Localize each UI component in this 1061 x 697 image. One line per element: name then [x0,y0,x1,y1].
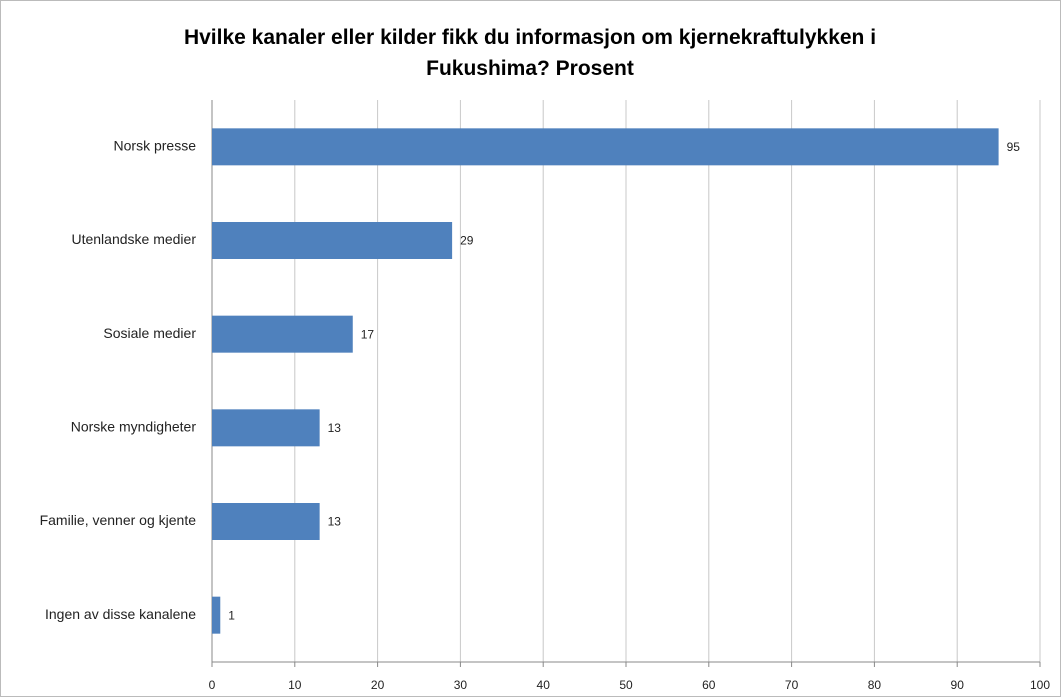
x-tick-label: 10 [288,678,302,692]
bar [212,409,320,447]
x-tick-label: 90 [951,678,965,692]
chart-title: Hvilke kanaler eller kilder fikk du info… [183,26,877,80]
x-tick-label: 40 [537,678,551,692]
bar [212,128,999,166]
y-tick-label: Norsk presse [114,138,197,154]
y-tick-label: Norske myndigheter [71,419,197,435]
data-label: 17 [361,327,375,341]
x-tick-label: 30 [454,678,468,692]
y-tick-label: Sosiale medier [103,325,196,341]
x-tick-label: 100 [1030,678,1050,692]
y-tick-label: Ingen av disse kanalene [45,606,196,622]
bar [212,503,320,540]
x-tick-label: 70 [785,678,799,692]
x-tick-label: 50 [619,678,633,692]
data-label: 1 [228,608,235,622]
x-tick-label: 80 [868,678,882,692]
y-tick-label: Familie, venner og kjente [40,512,197,528]
x-tick-label: 60 [702,678,716,692]
data-label: 95 [1007,140,1021,154]
data-label: 29 [460,234,474,248]
x-tick-label: 0 [209,678,216,692]
y-tick-label: Utenlandske medier [71,231,196,247]
data-label: 13 [328,421,342,435]
data-label: 13 [328,515,342,529]
bar [212,315,353,353]
x-tick-label: 20 [371,678,385,692]
bar [212,596,221,634]
bar [212,222,453,259]
